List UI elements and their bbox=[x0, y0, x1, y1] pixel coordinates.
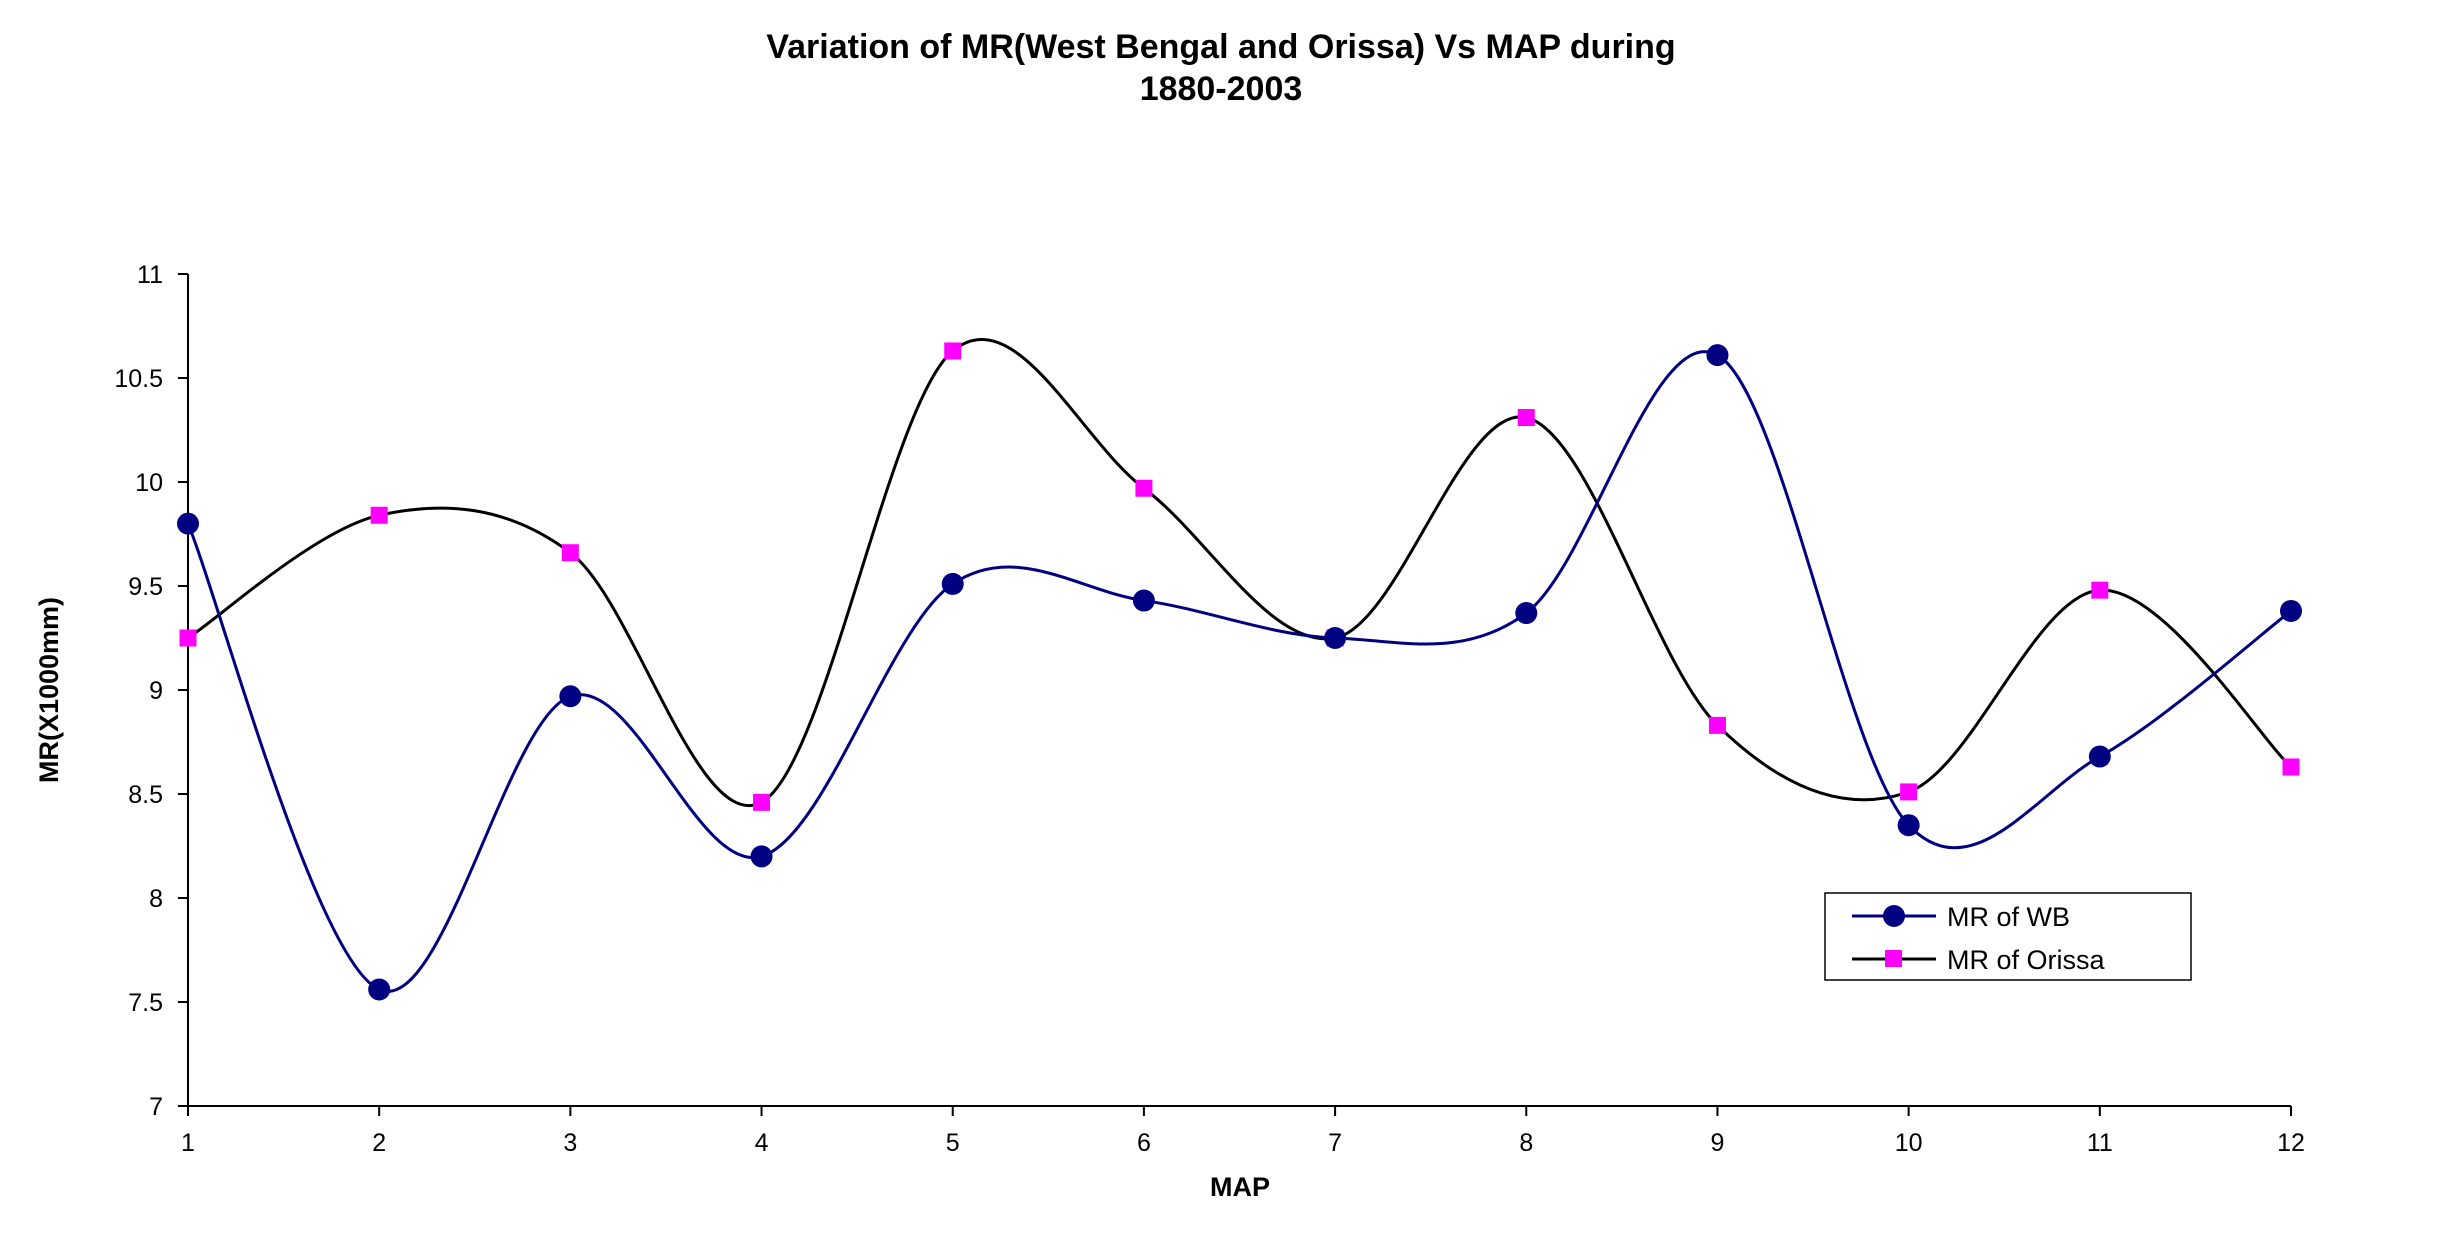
x-tick-label: 2 bbox=[372, 1129, 386, 1157]
x-tick-label: 1 bbox=[181, 1129, 195, 1157]
x-tick-label: 11 bbox=[2087, 1129, 2113, 1157]
data-point-orissa bbox=[370, 506, 388, 524]
series-layer bbox=[177, 338, 2302, 1001]
legend-label-orissa: MR of Orissa bbox=[1947, 945, 2106, 975]
data-point-wb bbox=[177, 512, 199, 535]
y-tick-label: 9.5 bbox=[128, 573, 163, 601]
data-point-orissa bbox=[1708, 716, 1726, 734]
data-point-wb bbox=[2280, 599, 2302, 622]
y-tick-label: 10.5 bbox=[114, 365, 163, 393]
data-point-wb bbox=[1324, 627, 1347, 649]
data-point-wb bbox=[1706, 344, 1729, 367]
legend-marker-wb bbox=[1883, 905, 1905, 927]
y-tick-label: 8.5 bbox=[128, 781, 163, 809]
x-tick-label: 4 bbox=[755, 1129, 769, 1157]
data-point-orissa bbox=[1900, 783, 1918, 801]
data-point-orissa bbox=[561, 544, 579, 562]
data-point-wb bbox=[1515, 602, 1538, 625]
data-point-wb bbox=[2088, 745, 2111, 768]
series-line-orissa bbox=[187, 338, 2293, 807]
chart-title: Variation of MR(West Bengal and Orissa) … bbox=[766, 28, 1675, 108]
data-point-orissa bbox=[1135, 479, 1153, 497]
y-tick-label: 11 bbox=[137, 261, 163, 289]
y-tick-label: 7.5 bbox=[128, 989, 163, 1017]
y-tick-label: 10 bbox=[135, 469, 163, 497]
data-point-wb bbox=[750, 845, 773, 868]
legend-label-wb: MR of WB bbox=[1947, 902, 2070, 932]
x-tick-label: 7 bbox=[1328, 1129, 1342, 1157]
x-tick-label: 9 bbox=[1711, 1129, 1725, 1157]
data-point-orissa bbox=[2091, 581, 2109, 599]
x-axis-ticks: 1 2 3 4 5 6 7 8 9 10 11 12 bbox=[181, 1106, 2305, 1157]
x-axis-title: MAP bbox=[1210, 1172, 1270, 1202]
y-tick-label: 9 bbox=[149, 677, 163, 705]
legend: MR of WB MR of Orissa bbox=[1824, 892, 2192, 981]
y-axis-ticks: 7 7.5 8 8.5 9 9.5 10 10.5 11 bbox=[114, 261, 188, 1121]
legend-marker-orissa bbox=[1885, 950, 1902, 967]
x-tick-label: 3 bbox=[563, 1129, 577, 1157]
data-point-wb bbox=[1897, 814, 1920, 837]
data-point-orissa bbox=[944, 342, 962, 360]
y-axis-title: MR(X1000mm) bbox=[34, 597, 64, 783]
data-point-orissa bbox=[179, 629, 197, 647]
data-point-orissa bbox=[2282, 758, 2300, 776]
chart-title-line-2: 1880-2003 bbox=[1140, 70, 1303, 108]
data-point-wb bbox=[1132, 589, 1155, 612]
data-point-orissa bbox=[753, 793, 771, 811]
y-tick-label: 8 bbox=[149, 885, 163, 913]
data-point-orissa bbox=[1517, 409, 1535, 427]
x-tick-label: 8 bbox=[1519, 1129, 1533, 1157]
data-point-wb bbox=[368, 978, 391, 1001]
data-point-wb bbox=[559, 685, 582, 708]
x-tick-label: 6 bbox=[1137, 1129, 1151, 1157]
y-tick-label: 7 bbox=[149, 1093, 163, 1121]
x-tick-label: 12 bbox=[2277, 1129, 2305, 1157]
data-point-wb bbox=[941, 572, 964, 595]
x-tick-label: 10 bbox=[1895, 1129, 1923, 1157]
x-tick-label: 5 bbox=[946, 1129, 960, 1157]
chart-title-line-1: Variation of MR(West Bengal and Orissa) … bbox=[766, 28, 1675, 66]
